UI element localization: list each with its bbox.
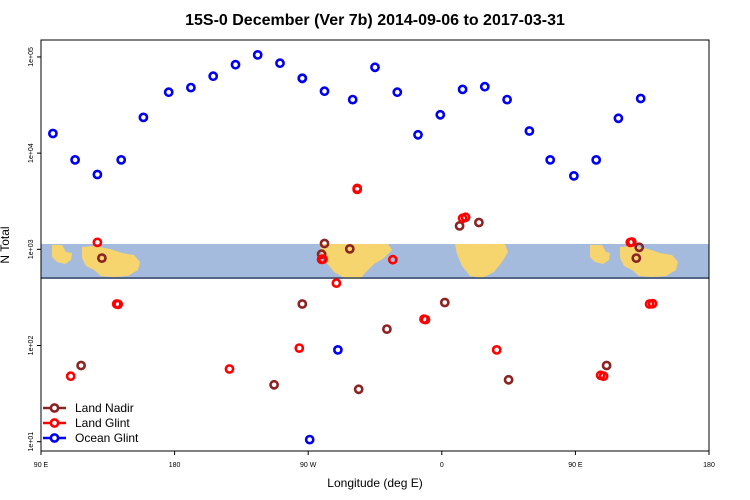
ocean-glint-point [591, 154, 602, 165]
land-glint-point [294, 343, 305, 353]
land-nadir-point [76, 360, 86, 371]
land-glint-point [420, 314, 431, 325]
x-tick-label: 90 W [300, 462, 317, 469]
x-tick-label: 180 [703, 462, 715, 469]
points-layer [48, 50, 658, 445]
x-axis: 90 E 180 90 W 0 90 E 180 [34, 451, 715, 469]
x-tick-label: 90 E [34, 462, 49, 469]
map-landmass-south-america [320, 244, 392, 279]
land-glint-point [595, 370, 606, 381]
ocean-glint-point [457, 84, 468, 95]
ocean-glint-point [116, 154, 127, 165]
ocean-glint-point [392, 87, 403, 98]
ocean-glint-point [304, 434, 315, 445]
ocean-glint-point [230, 59, 241, 70]
land-nadir-point [97, 253, 107, 263]
ocean-glint-point [613, 113, 624, 124]
y-tick-label: 1e+03 [28, 239, 35, 259]
chart-title: 15S-0 December (Ver 7b) 2014-09-06 to 20… [185, 12, 565, 29]
ocean-glint-point [138, 112, 149, 123]
legend-marker [49, 433, 60, 443]
land-glint-point [647, 298, 658, 309]
x-tick-label: 90 E [568, 462, 583, 469]
map-landmass-africa [455, 244, 508, 278]
ocean-glint-point [319, 86, 330, 97]
land-nadir-point [319, 238, 330, 249]
y-tick-label: 1e+04 [28, 143, 35, 163]
land-glint-point [224, 364, 235, 374]
map-band [41, 244, 709, 279]
land-glint-point [316, 254, 327, 265]
land-glint-point [331, 278, 342, 288]
y-tick-label: 1e+05 [28, 47, 35, 67]
ocean-glint-point [435, 109, 446, 120]
land-glint-point [113, 299, 124, 310]
land-glint-point [387, 254, 398, 265]
legend-marker [49, 403, 60, 413]
ocean-glint-point [275, 58, 285, 69]
ocean-glint-point [635, 93, 646, 104]
ocean-glint-point [502, 94, 512, 105]
land-nadir-point [473, 217, 484, 228]
ocean-glint-point [569, 170, 579, 181]
land-glint-point [352, 184, 363, 195]
map-landmass-australia-east [82, 246, 140, 277]
land-glint-point [460, 212, 471, 223]
ocean-glint-point [252, 50, 263, 60]
legend-label: Land Nadir [75, 401, 134, 415]
y-tick-label: 1e+02 [28, 336, 35, 356]
land-nadir-point [634, 242, 645, 253]
ocean-glint-point [370, 62, 380, 73]
ocean-glint-point [413, 129, 423, 140]
ocean-glint-point [208, 71, 219, 82]
y-axis: 1e+01 1e+02 1e+03 1e+04 1e+05 [28, 47, 41, 452]
legend-label: Ocean Glint [75, 431, 139, 445]
legend-marker [49, 418, 60, 428]
ocean-glint-point [332, 344, 343, 355]
land-nadir-point [503, 374, 514, 385]
land-nadir-point [454, 220, 465, 231]
ocean-glint-point [545, 154, 556, 165]
land-nadir-point [631, 253, 642, 263]
land-glint-point [65, 371, 76, 382]
ocean-glint-point [185, 82, 196, 93]
land-nadir-point [269, 379, 279, 390]
map-landmass-australia-west [52, 245, 72, 264]
land-nadir-point [601, 360, 612, 371]
ocean-glint-point [297, 73, 308, 84]
land-glint-point [491, 344, 502, 355]
x-tick-label: 180 [169, 462, 181, 469]
ocean-glint-point [92, 169, 103, 180]
land-glint-point [92, 237, 103, 248]
y-tick-label: 1e+01 [28, 432, 35, 452]
ocean-glint-point [347, 94, 358, 105]
x-axis-label: Longitude (deg E) [327, 476, 422, 490]
legend-label: Land Glint [75, 416, 130, 430]
ocean-glint-point [48, 128, 58, 139]
y-axis-label: N Total [0, 226, 12, 263]
map-landmass-australia-west-repeat [590, 245, 610, 264]
land-nadir-point [316, 249, 327, 260]
land-nadir-point [297, 299, 308, 309]
ocean-glint-point [163, 87, 174, 98]
land-glint-point [626, 237, 637, 247]
land-nadir-point [353, 384, 364, 395]
land-nadir-point [344, 243, 355, 254]
ocean-glint-point [479, 81, 490, 92]
land-nadir-point [439, 297, 450, 308]
plot-frame [40, 39, 710, 452]
ocean-glint-point [524, 126, 535, 136]
land-nadir-point [381, 324, 392, 334]
ocean-glint-point [70, 154, 80, 165]
x-tick-label: 0 [440, 462, 444, 469]
